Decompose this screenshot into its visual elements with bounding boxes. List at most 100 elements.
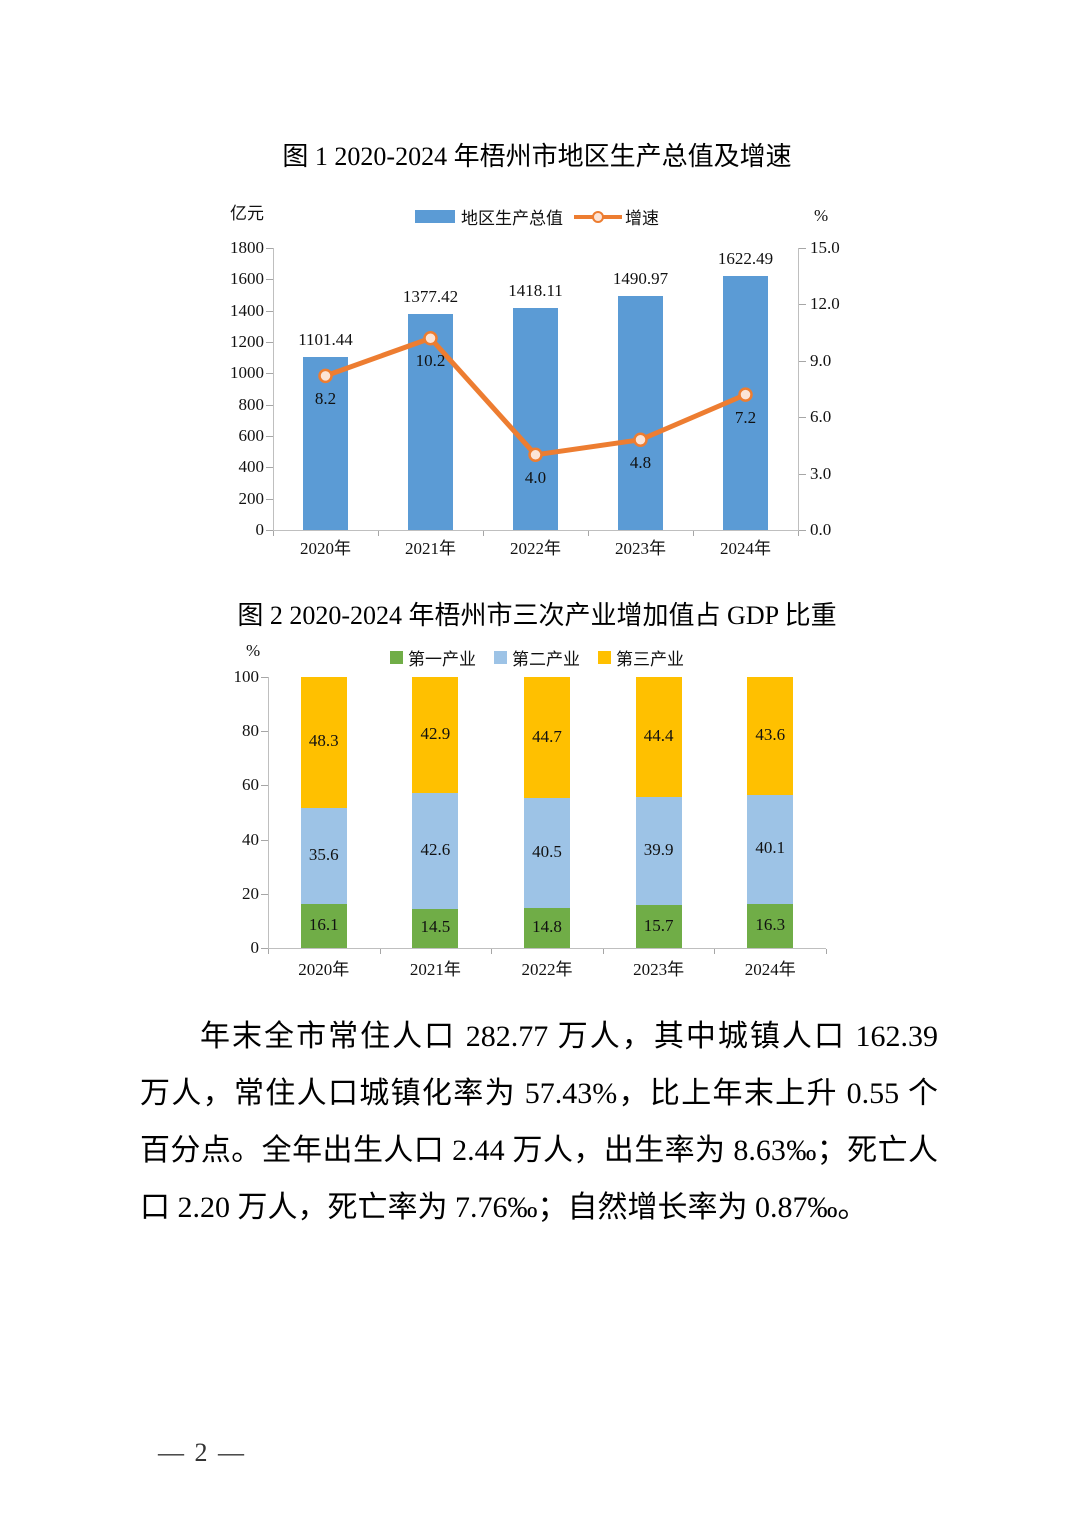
left-tick-mark: [266, 498, 273, 500]
tertiary-industry-swatch-icon: [598, 651, 611, 664]
left-axis-tick-label: 1000: [230, 363, 264, 383]
x-tick-mark: [602, 949, 604, 954]
x-tick-mark: [483, 531, 484, 536]
paragraph-line: 百分点。全年出生人口 2.44 万人，出生率为 8.63‰；死亡人: [140, 1134, 938, 1167]
left-axis-tick-label: 1400: [230, 300, 264, 320]
right-tick-mark: [799, 417, 806, 419]
left-tick-mark: [261, 893, 268, 895]
industry-segment-value-label: 48.3: [308, 731, 339, 751]
right-tick-mark: [799, 473, 806, 475]
x-axis-category-label: 2021年: [405, 539, 456, 558]
industry-segment: [635, 797, 682, 906]
bar-swatch-icon: [415, 210, 455, 223]
left-axis-tick-label: 200: [238, 488, 265, 508]
paragraph-line: 年末全市常住人口 282.77 万人，其中城镇人口 162.39: [200, 1020, 938, 1053]
left-tick-mark: [261, 839, 268, 841]
x-axis: [273, 530, 798, 531]
right-tick-mark: [799, 248, 806, 249]
right-axis-tick-label: 9.0: [810, 350, 832, 370]
industry-segment-value-label: 43.6: [755, 725, 786, 745]
industry-segment: [412, 793, 459, 909]
left-axis-tick-label: 1600: [230, 269, 264, 289]
industry-segment-value-label: 40.5: [532, 842, 562, 861]
x-tick-mark: [268, 949, 269, 954]
industry-segment: [635, 677, 682, 798]
chart2-legend-item-tertiary: 第三产业: [598, 645, 684, 670]
left-tick-mark: [266, 530, 273, 531]
industry-segment-value-label: 40.1: [755, 838, 786, 858]
gdp-bar-value-label: 1101.44: [298, 330, 353, 350]
left-tick-mark: [261, 785, 268, 787]
gdp-bar-value-label: 1418.11: [508, 280, 563, 300]
left-axis-tick-label: 60: [242, 775, 259, 795]
industry-segment-value-label: 14.8: [532, 916, 562, 936]
chart2-legend-item-primary: 第一产业: [390, 645, 476, 670]
legend-label-primary: 第一产业: [408, 650, 476, 669]
left-axis-tick-label: 100: [233, 667, 260, 686]
x-tick-mark: [798, 531, 799, 536]
left-tick-mark: [261, 731, 268, 733]
gdp-bar: [408, 314, 453, 530]
industry-segment: [524, 907, 570, 948]
x-axis-category-label: 2024年: [744, 960, 796, 979]
left-axis-tick-label: 0: [255, 520, 265, 539]
y-axis-right: [798, 248, 799, 531]
right-axis-tick-label: 12.0: [810, 294, 840, 314]
industry-segment-value-label: 42.9: [420, 724, 451, 744]
left-axis-tick-label: 20: [242, 883, 259, 903]
growth-line-marker: [633, 432, 648, 448]
x-axis-category-label: 2021年: [409, 960, 461, 979]
industry-segment: [300, 677, 347, 808]
left-tick-mark: [266, 436, 273, 437]
industry-segment: [747, 903, 794, 948]
gdp-bar-value-label: 1490.97: [612, 269, 669, 289]
right-tick-mark: [799, 530, 806, 531]
x-axis-category-label: 2023年: [633, 960, 685, 979]
left-tick-mark: [266, 248, 273, 249]
left-axis-tick-label: 1800: [230, 238, 264, 257]
left-tick-mark: [266, 279, 273, 281]
industry-segment-value-label: 15.7: [643, 915, 674, 935]
gdp-bar: [513, 307, 558, 530]
x-axis-category-label: 2020年: [298, 960, 350, 979]
left-axis-tick-label: 400: [238, 457, 265, 477]
industry-segment-value-label: 16.3: [755, 914, 786, 934]
left-axis-tick-label: 0: [250, 938, 260, 957]
right-axis-tick-label: 3.0: [810, 463, 832, 483]
chart1-title: 图 1 2020-2024 年梧州市地区生产总值及增速: [282, 142, 792, 171]
industry-segment: [300, 904, 347, 948]
x-tick-mark: [693, 531, 694, 536]
industry-segment-value-label: 42.6: [420, 839, 451, 859]
growth-line-layer: [318, 330, 753, 463]
page-number: — 2 —: [158, 1438, 246, 1467]
chart2-legend: 第一产业 第二产业 第三产业: [0, 645, 1074, 670]
right-axis-tick-label: 6.0: [810, 407, 832, 427]
left-tick-mark: [261, 677, 268, 678]
x-tick-mark: [714, 949, 716, 954]
left-axis-tick-label: 600: [238, 426, 265, 445]
industry-segment: [635, 905, 682, 948]
growth-line-marker: [423, 330, 438, 346]
y-axis-left: [273, 248, 274, 531]
industry-segment-value-label: 44.4: [643, 726, 674, 746]
chart1-legend-item-growth: 增速: [572, 204, 659, 229]
right-axis-tick-label: 0.0: [810, 520, 832, 539]
legend-label-tertiary: 第三产业: [616, 650, 684, 669]
growth-line-marker: [738, 387, 753, 402]
industry-segment-value-label: 35.6: [308, 845, 339, 865]
industry-segment: [524, 677, 570, 799]
x-tick-mark: [273, 531, 274, 536]
x-tick-mark: [491, 949, 493, 954]
y-axis-left: [268, 677, 269, 949]
primary-industry-swatch-icon: [390, 651, 403, 664]
chart1-right-axis-unit: %: [814, 206, 829, 225]
line-marker-swatch-icon: [574, 210, 622, 223]
industry-segment-value-label: 16.1: [308, 915, 339, 935]
right-axis-tick-label: 15.0: [810, 238, 840, 257]
left-tick-mark: [261, 948, 268, 949]
chart2-left-axis-unit: %: [246, 641, 261, 660]
chart1-legend-item-gdp: 地区生产总值: [415, 204, 563, 229]
